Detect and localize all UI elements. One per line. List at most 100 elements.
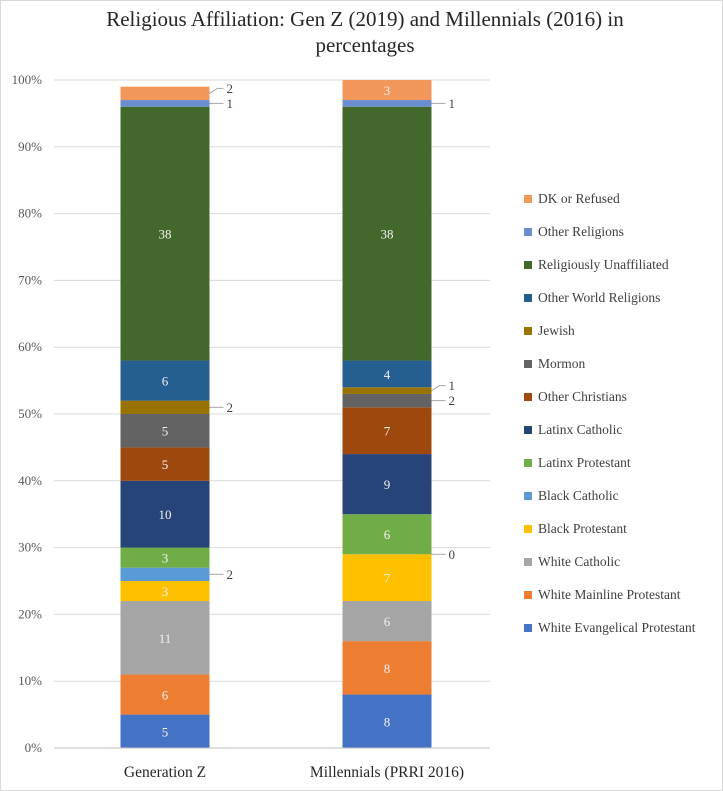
legend-label: White Catholic — [538, 553, 621, 569]
y-tick-label: 30% — [18, 540, 42, 555]
bar-segment — [120, 360, 210, 401]
legend-item: Latinx Protestant — [524, 446, 695, 479]
legend-item: Black Protestant — [524, 512, 695, 545]
leader-line — [209, 87, 224, 94]
bar-segment — [342, 106, 432, 361]
legend-label: Other World Religions — [538, 289, 661, 305]
y-tick-label: 100% — [12, 72, 43, 87]
legend-label: Black Catholic — [538, 487, 619, 503]
legend-item: White Evangelical Protestant — [524, 611, 695, 644]
data-label: 2 — [227, 400, 234, 415]
legend-swatch — [524, 524, 532, 533]
bar-segment — [342, 407, 432, 455]
legend-label: Religiously Unaffiliated — [538, 256, 669, 272]
legend-swatch — [524, 392, 532, 401]
legend-item: White Catholic — [524, 545, 695, 578]
data-label: 38 — [159, 227, 172, 242]
legend-swatch — [524, 227, 532, 236]
y-tick-label: 70% — [18, 272, 42, 287]
x-category-label: Millennials (PRRI 2016) — [310, 764, 464, 781]
bar-segment — [342, 641, 432, 695]
legend-label: White Evangelical Protestant — [538, 619, 696, 635]
legend-label: Latinx Catholic — [538, 421, 623, 437]
legend-swatch — [524, 590, 532, 599]
legend-swatch — [524, 491, 532, 500]
data-label: 2 — [227, 567, 234, 582]
data-label: 5 — [162, 424, 169, 439]
legend: DK or Refused Other Religions Religiously … — [524, 182, 695, 644]
data-label: 3 — [162, 584, 169, 599]
bar-segment — [342, 100, 432, 107]
y-tick-label: 50% — [18, 406, 42, 421]
bar-segment — [120, 714, 210, 748]
data-label: 2 — [449, 393, 456, 408]
y-tick-label: 60% — [18, 339, 42, 354]
data-label: 5 — [162, 724, 169, 739]
legend-swatch — [524, 359, 532, 368]
bar-segment — [120, 447, 210, 481]
data-label: 6 — [384, 614, 391, 629]
legend-item: DK or Refused — [524, 182, 695, 215]
data-label: 8 — [384, 661, 391, 676]
bar-segment — [342, 387, 432, 394]
chart-title: Religious Affiliation: Gen Z (2019) and … — [106, 7, 624, 57]
data-label: 4 — [384, 367, 391, 382]
legend-swatch — [524, 326, 532, 335]
data-label: 5 — [162, 457, 169, 472]
legend-label: Black Protestant — [538, 520, 627, 536]
legend-swatch — [524, 458, 532, 467]
legend-label: White Mainline Protestant — [538, 586, 681, 602]
y-tick-label: 10% — [18, 673, 42, 688]
legend-label: Other Christians — [538, 388, 627, 404]
data-label: 1 — [449, 378, 456, 393]
legend-item: Jewish — [524, 314, 695, 347]
data-label: 6 — [162, 688, 169, 703]
legend-label: Jewish — [538, 322, 575, 338]
bar-segment — [342, 360, 432, 388]
data-label: 7 — [384, 424, 391, 439]
bar-segment — [120, 547, 210, 568]
legend-swatch — [524, 557, 532, 566]
bar-segment — [120, 480, 210, 548]
bar-segment — [342, 80, 432, 101]
leader-line — [431, 385, 446, 392]
legend-item: White Mainline Protestant — [524, 578, 695, 611]
data-label: 10 — [159, 507, 172, 522]
data-label: 6 — [384, 527, 391, 542]
bar-segment — [120, 581, 210, 602]
bar-segment — [342, 393, 432, 408]
data-label: 1 — [227, 96, 234, 111]
data-label: 6 — [162, 374, 169, 389]
data-label: 3 — [162, 551, 169, 566]
bar-segment — [342, 514, 432, 555]
data-label: 7 — [384, 571, 391, 586]
bar-segment — [120, 400, 210, 414]
bar-segment — [342, 694, 432, 748]
bar-segment — [120, 86, 210, 101]
y-tick-label: 90% — [18, 139, 42, 154]
data-label: 8 — [384, 714, 391, 729]
data-label: 0 — [449, 547, 456, 562]
legend-item: Mormon — [524, 347, 695, 380]
legend-swatch — [524, 623, 532, 632]
y-tick-label: 20% — [18, 606, 42, 621]
legend-item: Religiously Unaffiliated — [524, 248, 695, 281]
bar-segment — [120, 567, 210, 581]
legend-label: Other Religions — [538, 223, 624, 239]
legend-swatch — [524, 293, 532, 302]
data-label: 1 — [449, 96, 456, 111]
legend-label: Latinx Protestant — [538, 454, 631, 470]
bar-segment — [120, 106, 210, 361]
legend-item: Other World Religions — [524, 281, 695, 314]
bar-segment — [342, 554, 432, 602]
y-tick-label: 80% — [18, 206, 42, 221]
bar-segment — [120, 601, 210, 675]
legend-item: Latinx Catholic — [524, 413, 695, 446]
y-tick-label: 40% — [18, 473, 42, 488]
bar-segment — [342, 601, 432, 642]
bar-segment — [120, 414, 210, 448]
legend-item: Other Religions — [524, 215, 695, 248]
legend-item: Other Christians — [524, 380, 695, 413]
legend-swatch — [524, 425, 532, 434]
